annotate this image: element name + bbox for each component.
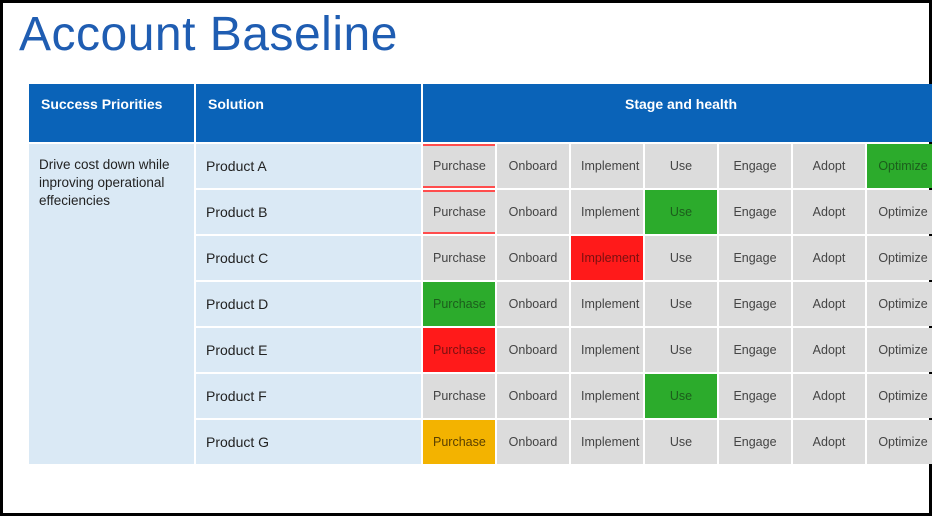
- stage-cell: Use: [645, 144, 717, 188]
- stage-cell: Implement: [571, 190, 643, 234]
- stage-cell: Onboard: [497, 236, 569, 280]
- stage-cell: Adopt: [793, 328, 865, 372]
- stage-cell: Purchase: [423, 420, 495, 464]
- stage-cell: Implement: [571, 328, 643, 372]
- stage-cell: Engage: [719, 420, 791, 464]
- solution-cell: Product E: [196, 328, 421, 372]
- solution-cell: Product F: [196, 374, 421, 418]
- stage-cell: Onboard: [497, 374, 569, 418]
- account-baseline-table: Success Priorities Solution Stage and he…: [27, 82, 932, 466]
- stage-cell: Engage: [719, 236, 791, 280]
- stage-cell: Implement: [571, 420, 643, 464]
- stage-cell: Implement: [571, 282, 643, 326]
- stage-cell: Adopt: [793, 236, 865, 280]
- solution-cell: Product C: [196, 236, 421, 280]
- stage-cell: Adopt: [793, 420, 865, 464]
- stage-cell: Optimize: [867, 236, 932, 280]
- stage-cell: Use: [645, 420, 717, 464]
- stage-cell: Onboard: [497, 190, 569, 234]
- stage-cell: Adopt: [793, 190, 865, 234]
- stage-cell: Engage: [719, 374, 791, 418]
- stage-cell: Onboard: [497, 420, 569, 464]
- stage-cell: Onboard: [497, 144, 569, 188]
- col-header-stage: Stage and health: [423, 84, 932, 142]
- solution-cell: Product B: [196, 190, 421, 234]
- stage-cell: Optimize: [867, 328, 932, 372]
- stage-cell: Purchase: [423, 236, 495, 280]
- stage-cell: Use: [645, 328, 717, 372]
- solution-cell: Product G: [196, 420, 421, 464]
- stage-cell: Use: [645, 236, 717, 280]
- stage-cell: Implement: [571, 374, 643, 418]
- stage-cell: Optimize: [867, 420, 932, 464]
- stage-cell: Optimize: [867, 282, 932, 326]
- col-header-solution: Solution: [196, 84, 421, 142]
- solution-cell: Product D: [196, 282, 421, 326]
- stage-cell: Purchase: [423, 282, 495, 326]
- stage-cell: Purchase: [423, 374, 495, 418]
- stage-cell: Use: [645, 190, 717, 234]
- col-header-priorities: Success Priorities: [29, 84, 194, 142]
- priority-cell: Drive cost down while inproving operatio…: [29, 144, 194, 464]
- stage-cell: Onboard: [497, 282, 569, 326]
- stage-cell: Purchase: [423, 190, 495, 234]
- stage-cell: Onboard: [497, 328, 569, 372]
- stage-cell: Adopt: [793, 282, 865, 326]
- stage-cell: Implement: [571, 236, 643, 280]
- stage-cell: Engage: [719, 190, 791, 234]
- page-title: Account Baseline: [3, 3, 929, 62]
- stage-cell: Use: [645, 282, 717, 326]
- table-row: Drive cost down while inproving operatio…: [29, 144, 932, 188]
- stage-cell: Engage: [719, 144, 791, 188]
- stage-cell: Engage: [719, 282, 791, 326]
- stage-cell: Adopt: [793, 144, 865, 188]
- stage-cell: Optimize: [867, 374, 932, 418]
- stage-cell: Optimize: [867, 190, 932, 234]
- stage-cell: Adopt: [793, 374, 865, 418]
- stage-cell: Engage: [719, 328, 791, 372]
- stage-cell: Purchase: [423, 328, 495, 372]
- stage-cell: Optimize: [867, 144, 932, 188]
- solution-cell: Product A: [196, 144, 421, 188]
- account-baseline-table-wrap: Success Priorities Solution Stage and he…: [3, 62, 929, 466]
- stage-cell: Implement: [571, 144, 643, 188]
- stage-cell: Use: [645, 374, 717, 418]
- stage-cell: Purchase: [423, 144, 495, 188]
